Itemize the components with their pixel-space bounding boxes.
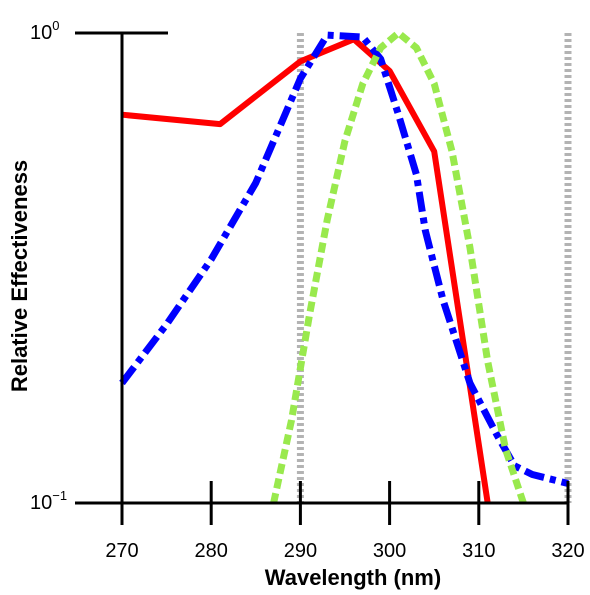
x-tick-label-290: 290 xyxy=(284,540,317,562)
axes xyxy=(75,33,568,505)
y-tick-label-bottom: 10−1 xyxy=(30,488,67,514)
x-tick-label-270: 270 xyxy=(105,540,138,562)
series-line-2 xyxy=(119,31,569,487)
series-line-3 xyxy=(270,29,527,505)
y-axis-title: Relative Effectiveness xyxy=(7,160,32,392)
series-layer xyxy=(119,29,569,505)
reference-lines xyxy=(296,33,572,503)
ticks: 270 280 290 300 310 320 100 10−1 xyxy=(30,18,585,562)
x-tick-label-300: 300 xyxy=(373,540,406,562)
x-tick-label-320: 320 xyxy=(551,540,584,562)
x-tick-label-280: 280 xyxy=(195,540,228,562)
y-tick-label-top: 100 xyxy=(30,18,59,44)
x-tick-label-310: 310 xyxy=(462,540,495,562)
x-axis-title: Wavelength (nm) xyxy=(265,565,441,590)
